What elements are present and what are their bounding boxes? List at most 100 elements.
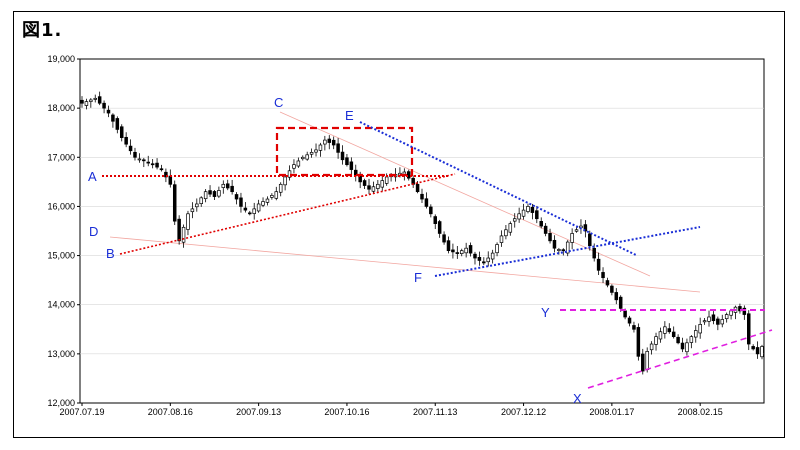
candle [137,153,142,163]
candle [331,136,336,150]
candle [248,210,252,216]
candle [239,192,243,213]
candle [252,202,256,220]
line-f [434,226,701,277]
candle [376,179,380,192]
candle [150,159,155,169]
candle [486,251,490,267]
candle [517,207,521,223]
candle [601,267,605,283]
candle [707,310,711,327]
candle [451,243,455,259]
candle [128,139,133,155]
x-tick-labels: 2007.07.19 2007.08.16 2007.09.13 2007.10.16… [59,403,723,417]
candle [548,228,552,244]
candle [168,169,173,188]
candle [111,113,115,128]
candle [636,323,641,361]
candle [261,197,265,208]
candles [80,91,764,375]
candle [234,192,239,205]
candle [455,245,460,259]
candle [199,196,203,207]
candle [181,224,186,248]
candle [345,153,349,167]
candle [274,186,279,201]
candle [203,189,208,203]
candle [442,231,446,245]
candle [146,155,150,167]
figure-label: 図1. [22,20,63,41]
candle [530,203,535,220]
x-tick-label: 2008.01.17 [589,407,634,417]
candle [482,257,486,266]
candle [694,325,698,343]
candle [318,142,323,157]
candle [256,199,261,213]
candle [119,124,124,142]
candle [671,326,676,339]
candle [186,210,190,236]
y-tick-label: 12,000 [47,398,75,408]
candle [221,180,226,194]
candle [124,132,128,148]
line-x [587,329,773,389]
x-tick-label: 2007.12.12 [501,407,546,417]
candle [561,248,566,256]
candle [371,181,376,194]
candle [433,214,437,230]
candle [755,341,760,359]
y-tick-label: 17,000 [47,152,75,162]
y-tick-label: 15,000 [47,251,75,261]
candle [667,323,672,334]
candle [512,213,517,228]
candle [680,337,685,353]
candle [614,288,619,305]
faint-guide-c [279,111,651,277]
x-tick-label: 2007.11.13 [413,407,457,417]
candle [133,147,137,161]
candle [565,240,570,257]
candle [711,311,716,325]
candle [605,277,610,288]
candle [473,251,477,265]
candle [354,164,358,182]
candle [287,165,292,181]
candle [543,223,548,237]
x-tick-label: 2007.07.19 [59,407,104,417]
label-x: X [573,391,582,406]
label-b: B [106,246,115,261]
candle [278,182,283,197]
candle [583,220,588,238]
candle [80,96,84,108]
candle [526,203,530,214]
candle [84,98,89,110]
candle [208,185,212,198]
candle [424,192,429,209]
candle [570,228,574,250]
candle [349,157,354,175]
candle [243,202,248,213]
candle [230,179,234,195]
candle [212,189,217,201]
candle [627,315,632,327]
candle [115,116,120,134]
candle [720,314,725,328]
candle [610,284,614,296]
label-f: F [414,270,422,285]
candle [738,303,742,314]
candle [499,230,504,247]
x-tick-label: 2007.08.16 [148,407,193,417]
candle [362,178,367,190]
candle [663,321,667,339]
y-tick-label: 13,000 [47,349,75,359]
candle [195,198,199,212]
candle [420,188,424,203]
candle [490,249,495,264]
candle [314,143,318,157]
label-a: A [88,169,97,184]
candle [459,248,464,257]
candle [327,135,332,150]
x-tick-label: 2007.10.16 [324,407,369,417]
